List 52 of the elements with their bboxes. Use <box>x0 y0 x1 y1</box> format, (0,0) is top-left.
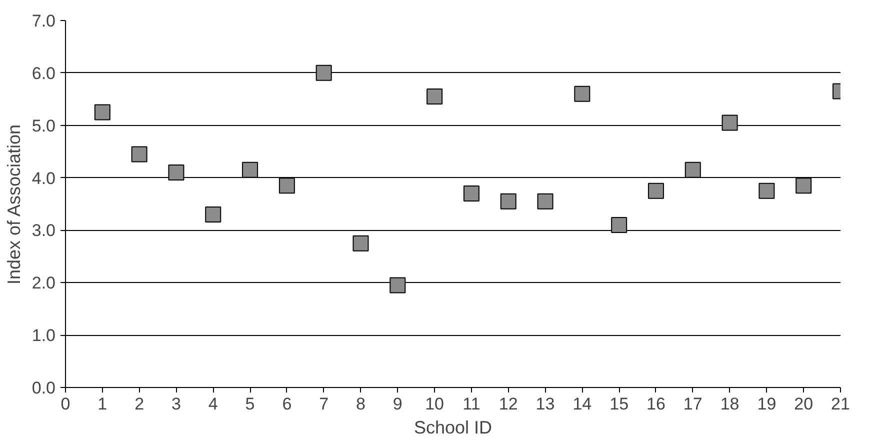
point <box>426 88 443 105</box>
y-tick-label: 1.0 <box>32 326 56 346</box>
point <box>131 146 148 162</box>
x-tick-label: 4 <box>208 394 218 414</box>
point <box>316 64 332 81</box>
y-tick-label: 3.0 <box>32 221 56 240</box>
x-tick-label: 12 <box>498 394 518 414</box>
point <box>500 193 516 210</box>
x-tick-label: 0 <box>60 394 70 414</box>
x-tick-label: 6 <box>282 394 292 414</box>
point <box>574 86 590 102</box>
point <box>796 178 812 194</box>
point <box>390 277 406 294</box>
x-tick-label: 10 <box>425 394 444 414</box>
point <box>205 206 222 222</box>
y-tick-label: 2.0 <box>32 274 56 293</box>
x-tick-label: 14 <box>572 394 592 414</box>
x-tick-label: 21 <box>831 394 850 414</box>
x-tick-label: 3 <box>171 394 181 414</box>
point <box>352 235 369 252</box>
point <box>684 162 701 178</box>
x-tick-label: 18 <box>720 394 740 414</box>
x-tick-label: 13 <box>536 394 555 414</box>
point <box>611 216 628 233</box>
point <box>648 182 664 199</box>
x-tick-label: 15 <box>610 394 629 414</box>
x-tick-label: 19 <box>757 394 776 414</box>
x-tick-label: 1 <box>98 394 108 414</box>
point <box>168 164 184 181</box>
x-tick-label: 8 <box>356 394 366 414</box>
y-tick-label: 7.0 <box>32 12 56 30</box>
x-tick-label: 9 <box>392 394 402 414</box>
y-axis-title: Index of Association <box>4 124 24 285</box>
x-tick-label: 7 <box>319 394 329 414</box>
point <box>537 193 554 210</box>
x-tick-label: 2 <box>134 394 144 414</box>
x-axis-title: School ID <box>414 418 492 438</box>
point <box>758 182 775 199</box>
x-tick-label: 17 <box>683 394 702 414</box>
point <box>722 114 738 131</box>
x-tick-label: 11 <box>462 394 480 414</box>
x-tick-label: 16 <box>646 394 666 414</box>
y-tick-label: 6.0 <box>32 64 56 83</box>
point <box>278 178 295 194</box>
point <box>242 162 258 178</box>
y-tick-label: 4.0 <box>32 168 56 188</box>
point <box>94 104 110 120</box>
point <box>463 186 480 202</box>
x-tick-label: 20 <box>794 394 814 414</box>
x-tick-label: 5 <box>245 394 255 414</box>
y-tick-label: 0.0 <box>32 378 56 398</box>
y-tick-label: 5.0 <box>32 116 56 136</box>
